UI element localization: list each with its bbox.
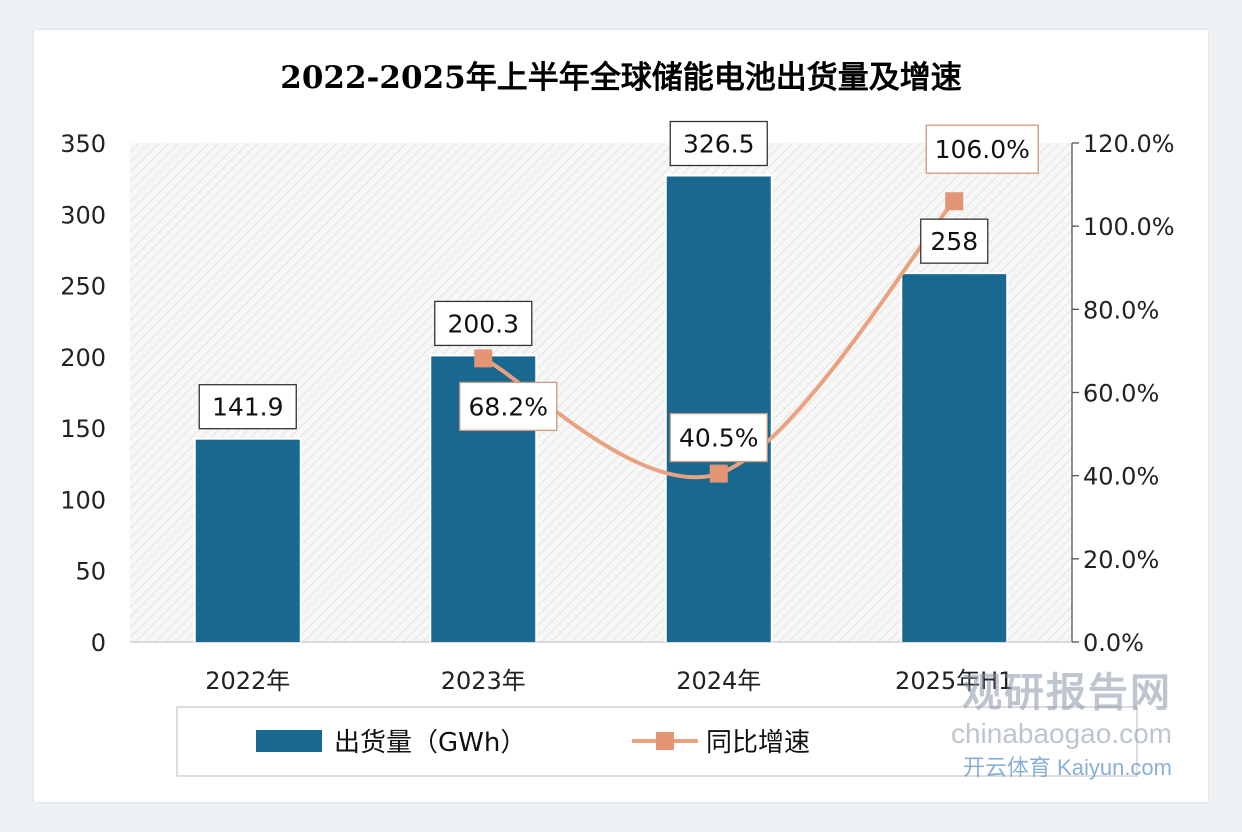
line-data-label-box — [669, 412, 768, 463]
y-left-tick-label: 200 — [60, 344, 106, 372]
x-tick-label: 2025年H1 — [895, 667, 1013, 695]
bar-data-label: 258 — [930, 227, 978, 256]
bar-data-label-box — [669, 120, 768, 167]
bar — [666, 176, 771, 643]
chart-card: 2022-2025年上半年全球储能电池出货量及增速 0 50 100 150 200 25… — [34, 30, 1208, 802]
y-left-tick-label: 0 — [91, 629, 106, 657]
bar-data-label-box — [198, 384, 297, 430]
growth-marker — [474, 349, 493, 368]
line-data-label: 40.5% — [679, 424, 758, 453]
y-right-tick-label: 40.0% — [1083, 463, 1159, 491]
chart-svg: 2022-2025年上半年全球储能电池出货量及增速 0 50 100 150 200 25… — [60, 60, 1175, 777]
y-right-tick-label: 20.0% — [1083, 546, 1159, 574]
bar — [195, 439, 300, 642]
y-left-tick-label: 350 — [60, 130, 106, 158]
y-right-tick-label: 100.0% — [1083, 213, 1175, 241]
legend-line-marker — [656, 732, 674, 750]
line-data-label: 68.2% — [469, 392, 548, 421]
y-right-tick-label: 60.0% — [1083, 380, 1159, 408]
bar-data-label: 326.5 — [683, 130, 755, 159]
legend-line-label: 同比增速 — [706, 728, 810, 758]
y-right-tick-label: 0.0% — [1083, 629, 1144, 657]
y-left-tick-label: 100 — [60, 486, 106, 514]
line-data-label: 106.0% — [935, 135, 1030, 164]
y-right-tick-label: 120.0% — [1083, 130, 1175, 158]
y-right-tick-label: 80.0% — [1083, 296, 1159, 324]
y-left-tick-label: 150 — [60, 415, 106, 443]
x-tick-label: 2022年 — [205, 667, 290, 695]
y-left-tick-label: 250 — [60, 273, 106, 301]
bar-data-label-box — [434, 300, 533, 347]
legend-bar-swatch — [256, 730, 322, 752]
line-data-label-box — [459, 381, 558, 432]
growth-marker — [709, 464, 728, 483]
bar — [902, 274, 1007, 642]
legend-bar-label: 出货量（GWh） — [334, 728, 526, 758]
growth-marker — [945, 192, 964, 211]
line-data-label-box — [925, 124, 1039, 174]
x-tick-label: 2023年 — [441, 667, 526, 695]
bar-data-label: 141.9 — [212, 393, 284, 422]
bar-data-label: 200.3 — [447, 309, 519, 338]
x-tick-label: 2024年 — [676, 667, 761, 695]
y-left-tick-label: 300 — [60, 201, 106, 229]
bar-data-label-box — [920, 218, 989, 264]
y-left-tick-label: 50 — [75, 558, 106, 586]
chart-title: 2022-2025年上半年全球储能电池出货量及增速 — [280, 60, 961, 96]
